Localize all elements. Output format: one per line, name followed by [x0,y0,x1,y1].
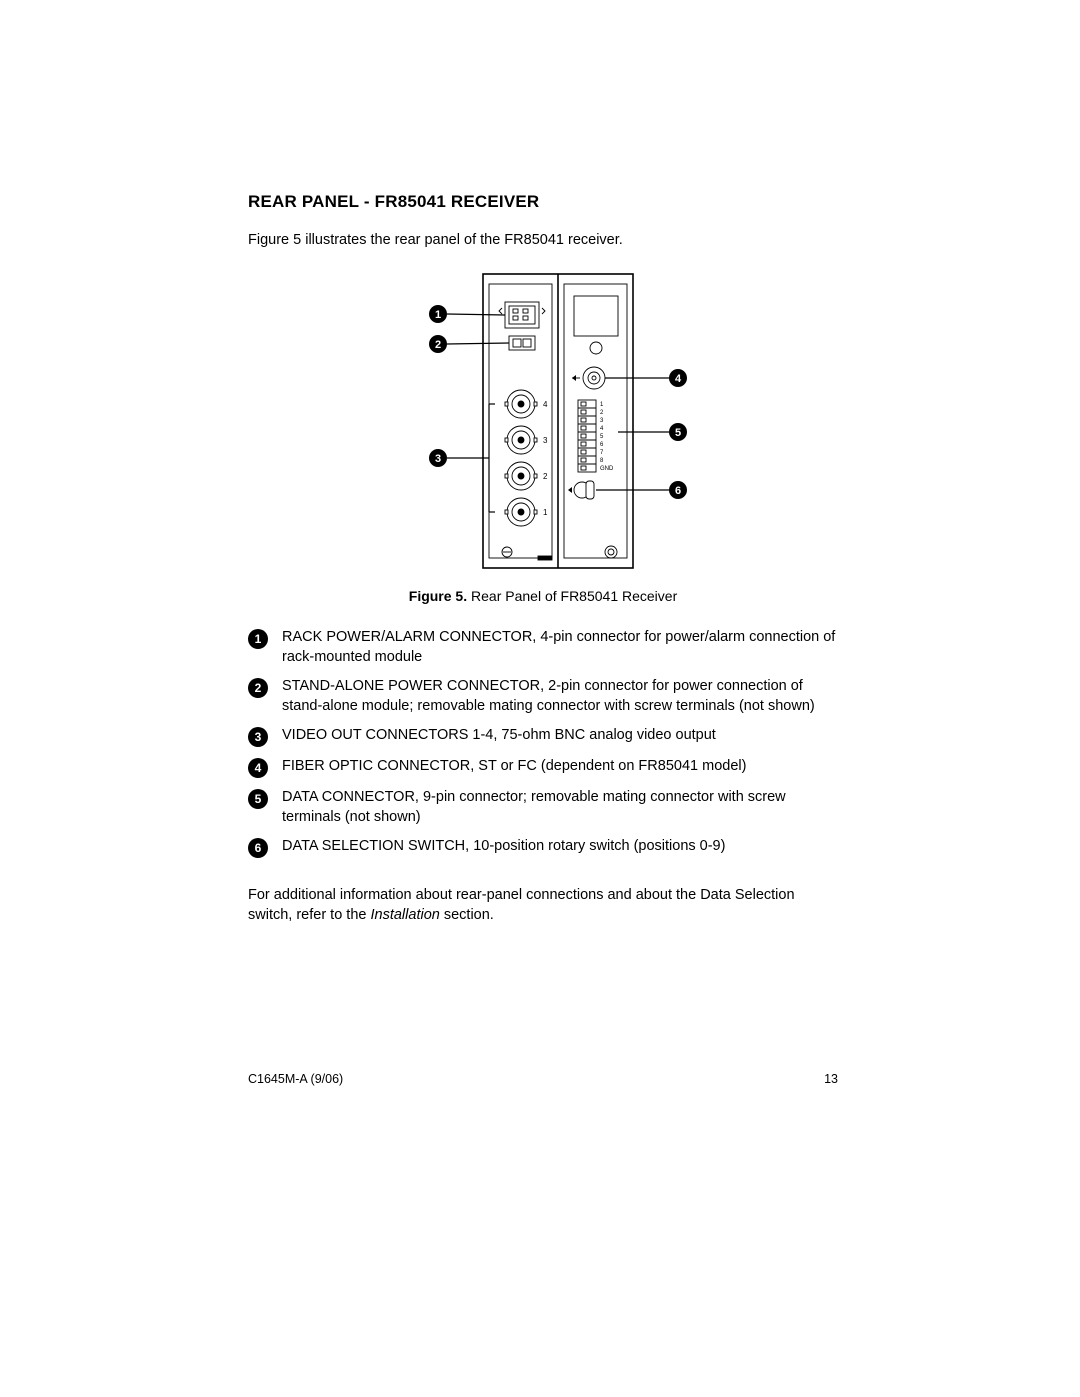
svg-text:4: 4 [675,373,682,385]
intro-text: Figure 5 illustrates the rear panel of t… [248,232,838,248]
legend-item: 5 DATA CONNECTOR, 9-pin connector; remova… [248,788,838,827]
legend-item: 1 RACK POWER/ALARM CONNECTOR, 4-pin conne… [248,628,838,667]
rear-panel-diagram: 432112345678GND123456 [378,266,708,576]
figure-caption-lead: Figure 5. [409,588,467,604]
svg-text:4: 4 [543,400,548,409]
legend-bullet: 2 [248,678,268,698]
closing-text-b: section. [440,907,494,923]
svg-text:3: 3 [543,436,548,445]
legend-bullet: 1 [248,629,268,649]
legend-text: RACK POWER/ALARM CONNECTOR, 4-pin connec… [282,628,838,667]
figure-container: 432112345678GND123456 [248,266,838,576]
svg-text:3: 3 [435,453,441,465]
legend-item: 3 VIDEO OUT CONNECTORS 1-4, 75-ohm BNC an… [248,726,838,747]
closing-text-a: For additional information about rear-pa… [248,887,795,923]
svg-text:5: 5 [675,427,681,439]
legend-text: STAND-ALONE POWER CONNECTOR, 2-pin conne… [282,677,838,716]
page-footer: C1645M-A (9/06) 13 [248,1072,838,1086]
legend-bullet: 4 [248,758,268,778]
section-heading: REAR PANEL - FR85041 RECEIVER [248,192,838,212]
legend-text: DATA CONNECTOR, 9-pin connector; removab… [282,788,838,827]
legend-bullet: 6 [248,838,268,858]
footer-doc-id: C1645M-A (9/06) [248,1072,343,1086]
figure-caption-rest: Rear Panel of FR85041 Receiver [467,588,677,604]
figure-caption: Figure 5. Rear Panel of FR85041 Receiver [248,588,838,604]
legend-item: 2 STAND-ALONE POWER CONNECTOR, 2-pin conn… [248,677,838,716]
legend-text: DATA SELECTION SWITCH, 10-position rotar… [282,837,838,857]
legend-item: 4 FIBER OPTIC CONNECTOR, ST or FC (depend… [248,757,838,778]
svg-text:1: 1 [435,309,441,321]
svg-text:2: 2 [435,339,441,351]
legend-list: 1 RACK POWER/ALARM CONNECTOR, 4-pin conne… [248,628,838,858]
closing-paragraph: For additional information about rear-pa… [248,886,838,925]
legend-item: 6 DATA SELECTION SWITCH, 10-position rota… [248,837,838,858]
svg-text:1: 1 [543,508,548,517]
svg-text:6: 6 [675,485,681,497]
legend-text: FIBER OPTIC CONNECTOR, ST or FC (depende… [282,757,838,777]
closing-italic: Installation [371,907,440,923]
svg-text:2: 2 [543,472,548,481]
svg-text:GND: GND [600,466,614,472]
legend-bullet: 5 [248,789,268,809]
legend-bullet: 3 [248,727,268,747]
footer-page-number: 13 [824,1072,838,1086]
legend-text: VIDEO OUT CONNECTORS 1-4, 75-ohm BNC ana… [282,726,838,746]
page-content: REAR PANEL - FR85041 RECEIVER Figure 5 i… [248,192,838,926]
